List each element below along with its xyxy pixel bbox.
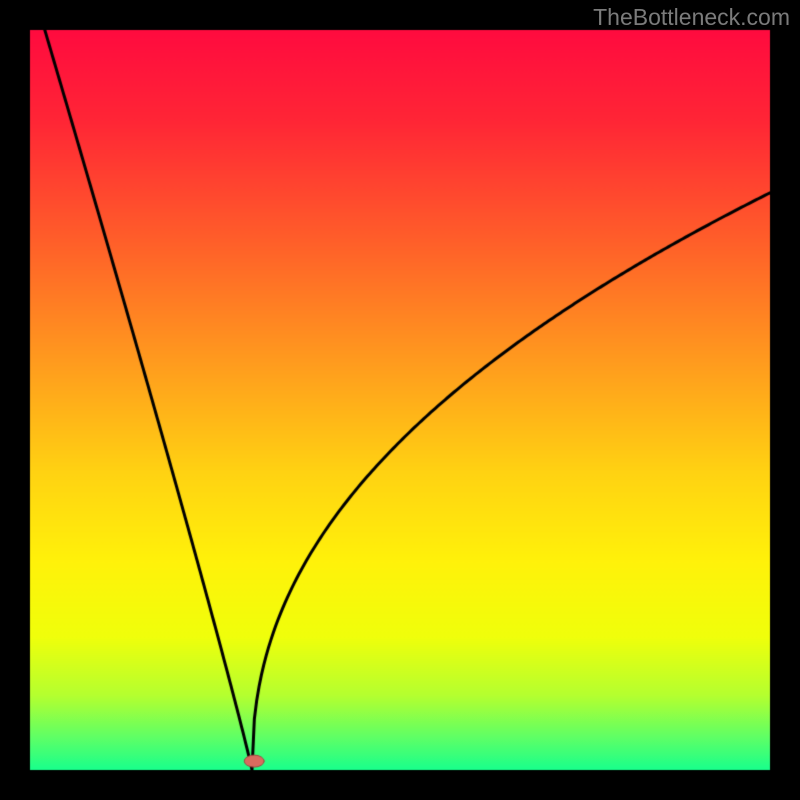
bottleneck-chart-canvas [0,0,800,800]
chart-stage: TheBottleneck.com [0,0,800,800]
